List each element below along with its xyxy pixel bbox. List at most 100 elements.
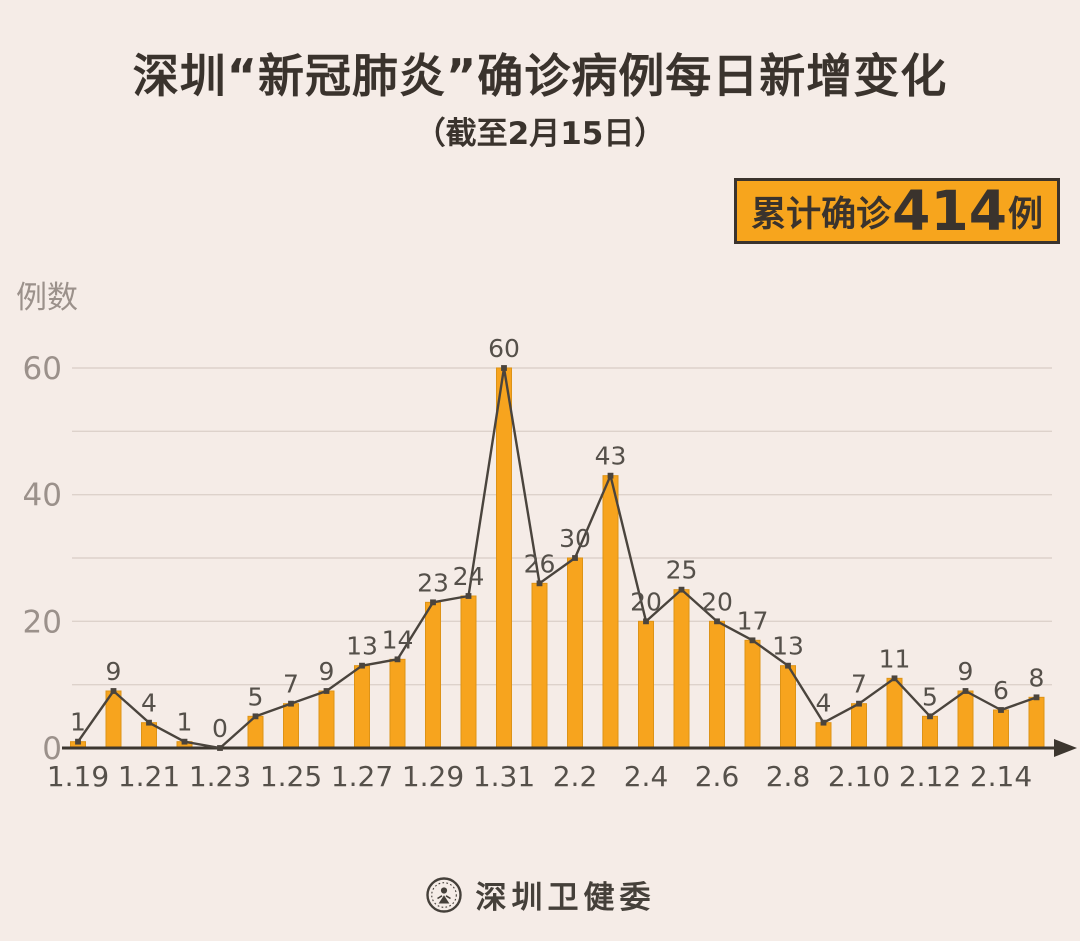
x-tick-label: 2.12 — [899, 760, 961, 793]
value-label: 13 — [346, 632, 378, 661]
x-tick-label: 1.27 — [331, 760, 393, 793]
bar — [318, 690, 335, 749]
data-point-marker — [536, 580, 543, 587]
data-point-marker — [643, 618, 649, 625]
data-point-marker — [430, 599, 436, 606]
value-label: 11 — [879, 644, 911, 673]
value-label: 1 — [70, 708, 86, 737]
page-title: 深圳“新冠肺炎”确诊病例每日新增变化 — [132, 49, 948, 103]
data-point-marker — [394, 656, 401, 663]
x-tick-label: 1.25 — [260, 760, 322, 793]
data-point-marker — [501, 365, 507, 371]
value-label: 6 — [993, 676, 1009, 705]
value-label: 13 — [772, 632, 804, 661]
y-tick-label: 60 — [23, 351, 62, 387]
x-tick-label: 2.10 — [828, 760, 890, 793]
bar — [496, 367, 512, 749]
data-point-marker — [1033, 694, 1040, 701]
bar — [993, 709, 1009, 749]
trend-polyline — [77, 366, 1037, 750]
data-point-marker — [678, 586, 685, 593]
cumulative-total-badge: 累计确诊 414 例 — [734, 178, 1060, 244]
x-axis-arrow-icon — [1054, 739, 1077, 757]
value-label: 5 — [922, 682, 938, 711]
y-tick-label: 0 — [42, 731, 62, 767]
data-point-marker — [749, 637, 756, 644]
data-point-marker — [146, 719, 152, 726]
y-tick-label: 20 — [23, 604, 62, 640]
bar — [744, 639, 761, 749]
value-label: 0 — [212, 714, 228, 743]
data-point-marker — [288, 700, 294, 707]
x-tick-label: 2.4 — [624, 760, 669, 793]
value-label: 25 — [666, 556, 698, 585]
bar — [638, 620, 654, 749]
x-tick-label: 2.8 — [766, 760, 811, 793]
data-point-marker — [323, 688, 330, 694]
bar — [957, 690, 974, 749]
data-point-marker — [465, 593, 472, 599]
bar — [1028, 696, 1045, 749]
data-point-marker — [359, 662, 365, 669]
bar — [673, 589, 690, 749]
x-tick-label: 2.2 — [553, 760, 598, 793]
value-label: 7 — [283, 670, 299, 699]
value-label: 9 — [106, 657, 122, 686]
badge-suffix-label: 例 — [1007, 194, 1043, 235]
value-label: 4 — [816, 689, 832, 718]
page-subtitle: （截至2月15日） — [414, 116, 666, 152]
data-point-marker — [927, 713, 933, 720]
bar — [886, 677, 903, 749]
trend-line — [77, 366, 1037, 750]
x-tick-label: 1.23 — [189, 760, 251, 793]
value-label: 1 — [177, 708, 193, 737]
value-label: 5 — [248, 682, 264, 711]
y-tick-label: 40 — [23, 478, 62, 514]
bar — [460, 595, 477, 749]
footer: 深圳卫健委 — [0, 872, 1080, 917]
value-label: 9 — [958, 657, 974, 686]
value-label: 26 — [524, 549, 556, 578]
point-markers — [75, 365, 1040, 751]
bar — [389, 658, 406, 749]
value-label: 14 — [382, 625, 414, 654]
data-point-marker — [252, 713, 259, 720]
data-point-marker — [891, 675, 898, 682]
bar — [709, 620, 725, 749]
bar — [354, 665, 370, 749]
bar — [815, 722, 832, 749]
x-tick-labels: 1.19 1.21 1.23 1.25 1.27 1.29 1.31 2.2 2.4 2.6 2.8… — [47, 760, 1032, 793]
x-tick-label: 2.6 — [695, 760, 740, 793]
data-point-marker — [110, 688, 117, 694]
value-label: 9 — [319, 657, 335, 686]
data-point-marker — [75, 738, 81, 745]
value-label: 43 — [595, 442, 627, 471]
data-point-marker — [714, 618, 720, 625]
data-point-marker — [181, 738, 188, 745]
bar — [780, 665, 796, 749]
data-point-marker — [785, 662, 791, 669]
org-name: 深圳卫健委 — [475, 880, 656, 916]
badge-prefix-label: 累计确诊 — [751, 194, 892, 235]
x-tick-label: 1.29 — [402, 760, 464, 793]
value-label: 8 — [1029, 663, 1045, 692]
badge-total-value: 414 — [892, 178, 1007, 243]
x-tick-label: 1.19 — [47, 760, 109, 793]
data-point-marker — [820, 719, 827, 726]
x-axis — [62, 739, 1077, 757]
bar — [283, 703, 299, 749]
x-tick-label: 1.21 — [118, 760, 180, 793]
bar — [922, 715, 938, 749]
value-label: 60 — [488, 334, 520, 363]
bar — [851, 703, 867, 749]
value-label: 20 — [701, 587, 733, 616]
bar — [531, 582, 548, 749]
value-label: 30 — [559, 524, 591, 553]
data-point-marker — [998, 707, 1004, 713]
value-label: 24 — [453, 562, 485, 591]
value-label: 20 — [630, 587, 662, 616]
data-point-marker — [962, 688, 969, 694]
value-label: 17 — [737, 606, 769, 635]
